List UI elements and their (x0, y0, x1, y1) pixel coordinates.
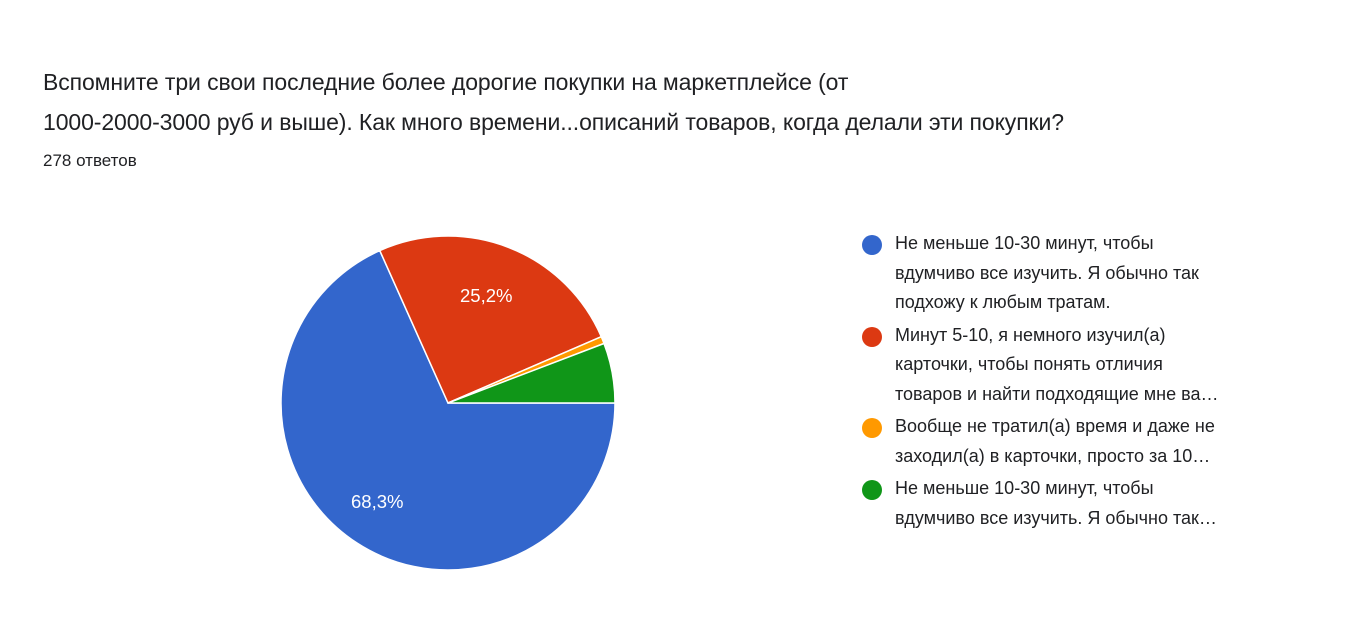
legend-dot-orange-icon (862, 418, 882, 438)
legend-item[interactable]: Не меньше 10-30 минут, чтобы вдумчиво вс… (862, 232, 1322, 318)
chart-legend: Не меньше 10-30 минут, чтобы вдумчиво вс… (862, 232, 1322, 539)
chart-title: Вспомните три свои последние более дорог… (43, 62, 1343, 142)
legend-label: Вообще не тратил(а) время и даже не захо… (895, 412, 1305, 471)
legend-label-line: Не меньше 10-30 минут, чтобы (895, 478, 1154, 498)
legend-dot-red-icon (862, 326, 882, 347)
legend-item[interactable]: Не меньше 10-30 минут, чтобы вдумчиво вс… (862, 477, 1322, 533)
chart-title-line-2: 1000-2000-3000 руб и выше). Как много вр… (43, 109, 1064, 135)
legend-dot-green-icon (862, 480, 882, 500)
pie-slice-red[interactable] (379, 235, 603, 404)
chart-title-line-1: Вспомните три свои последние более дорог… (43, 69, 849, 95)
legend-label-line: подхожу к любым тратам. (895, 292, 1111, 312)
legend-label: Минут 5-10, я немного изучил(а) карточки… (895, 321, 1305, 410)
legend-label-line: вдумчиво все изучить. Я обычно так (895, 262, 1199, 283)
legend-label: Не меньше 10-30 минут, чтобы вдумчиво вс… (895, 474, 1305, 533)
response-count: 278 ответов (43, 151, 137, 170)
slice-label-red: 25,2% (460, 285, 512, 306)
legend-dot-blue-icon (862, 235, 882, 255)
legend-item[interactable]: Минут 5-10, я немного изучил(а) карточки… (862, 324, 1322, 410)
legend-label-line: заходил(а) в карточки, просто за 10… (895, 445, 1211, 466)
pie-slice-green[interactable] (447, 342, 616, 404)
legend-label-line: Минут 5-10, я немного изучил(а) (895, 324, 1166, 345)
legend-label-line: товаров и найти подходящие мне ва… (895, 383, 1219, 404)
legend-label-line: Вообще не тратил(а) время и даже не (895, 416, 1215, 436)
pie-slice-blue[interactable] (280, 249, 616, 571)
slice-label-blue: 68,3% (351, 491, 403, 512)
legend-label-line: вдумчиво все изучить. Я обычно так… (895, 507, 1217, 528)
legend-item[interactable]: Вообще не тратил(а) время и даже не захо… (862, 415, 1322, 471)
legend-label: Не меньше 10-30 минут, чтобы вдумчиво вс… (895, 229, 1305, 318)
legend-label-line: карточки, чтобы понять отличия (895, 354, 1163, 374)
legend-label-line: Не меньше 10-30 минут, чтобы (895, 233, 1154, 253)
